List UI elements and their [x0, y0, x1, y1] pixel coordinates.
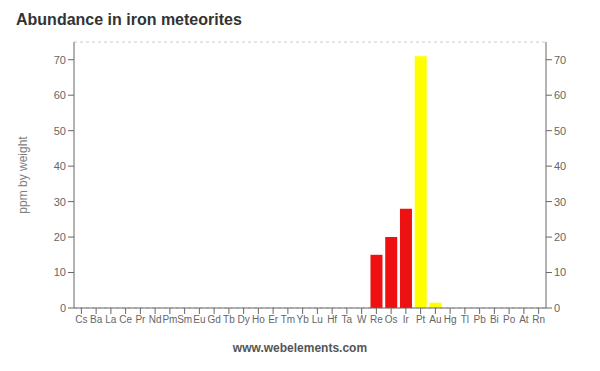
svg-text:W: W [357, 314, 367, 325]
svg-text:Tl: Tl [461, 314, 469, 325]
svg-text:70: 70 [54, 54, 66, 66]
svg-text:Pb: Pb [474, 314, 487, 325]
svg-text:Sm: Sm [177, 314, 192, 325]
svg-text:Hg: Hg [444, 314, 457, 325]
svg-text:Bi: Bi [490, 314, 499, 325]
svg-text:Dy: Dy [238, 314, 250, 325]
svg-text:Pm: Pm [162, 314, 177, 325]
svg-text:Au: Au [429, 314, 441, 325]
svg-text:Ce: Ce [119, 314, 132, 325]
svg-text:Os: Os [385, 314, 398, 325]
svg-text:Yb: Yb [297, 314, 310, 325]
svg-text:20: 20 [554, 231, 566, 243]
svg-text:70: 70 [554, 54, 566, 66]
svg-text:Pr: Pr [135, 314, 146, 325]
svg-text:60: 60 [554, 89, 566, 101]
svg-text:20: 20 [54, 231, 66, 243]
svg-text:30: 30 [554, 196, 566, 208]
svg-text:Ho: Ho [252, 314, 265, 325]
svg-text:50: 50 [554, 125, 566, 137]
html-text:Abundance in iron meteorites: Abundance in iron meteorites [16, 11, 242, 28]
svg-text:La: La [105, 314, 117, 325]
svg-text:Po: Po [503, 314, 516, 325]
svg-text:Nd: Nd [149, 314, 162, 325]
svg-text:Rn: Rn [532, 314, 545, 325]
svg-text:10: 10 [554, 266, 566, 278]
svg-text:10: 10 [54, 266, 66, 278]
svg-text:Er: Er [268, 314, 279, 325]
html-text:www.webelements.com: www.webelements.com [232, 341, 368, 355]
svg-text:Tm: Tm [281, 314, 295, 325]
svg-text:0: 0 [554, 302, 560, 314]
svg-text:30: 30 [54, 196, 66, 208]
svg-text:Gd: Gd [207, 314, 220, 325]
svg-text:Ir: Ir [403, 314, 410, 325]
svg-text:Pt: Pt [416, 314, 426, 325]
svg-text:Ba: Ba [90, 314, 103, 325]
svg-text:0: 0 [60, 302, 66, 314]
svg-text:Ta: Ta [342, 314, 353, 325]
svg-text:Lu: Lu [312, 314, 323, 325]
svg-text:Cs: Cs [75, 314, 87, 325]
svg-text:ppm by weight: ppm by weight [16, 136, 30, 214]
svg-text:Re: Re [370, 314, 383, 325]
svg-text:60: 60 [54, 89, 66, 101]
svg-text:40: 40 [54, 160, 66, 172]
svg-text:40: 40 [554, 160, 566, 172]
svg-text:At: At [519, 314, 529, 325]
svg-text:50: 50 [54, 125, 66, 137]
svg-text:Hf: Hf [327, 314, 337, 325]
svg-text:Eu: Eu [193, 314, 205, 325]
svg-text:Tb: Tb [223, 314, 235, 325]
